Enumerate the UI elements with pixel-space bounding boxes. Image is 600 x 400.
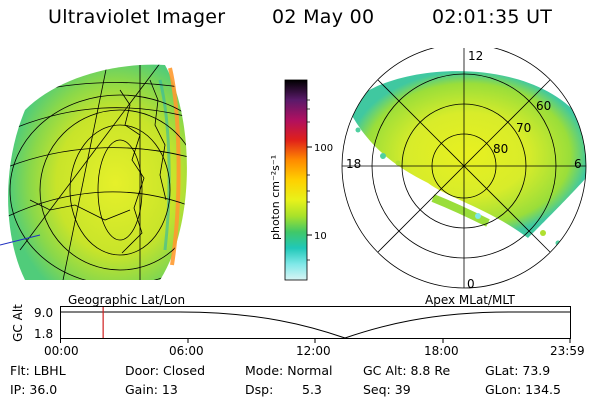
timeline-xtick-1800: 18:00 [424, 344, 459, 358]
mlt-label-12: 12 [468, 49, 483, 63]
timeline-xtick-0000: 00:00 [44, 344, 79, 358]
colorbar-tick-100: 100 [314, 143, 333, 154]
timeline-ytick-low: 1.8 [34, 327, 54, 341]
geographic-panel-label: Geographic Lat/Lon [68, 293, 186, 307]
status-gc-alt: GC Alt: 8.8 Re [363, 363, 451, 378]
polar-view: 12 18 6 0 60 70 80 [341, 48, 587, 291]
mlt-label-18: 18 [346, 157, 361, 171]
mlat-label-80: 80 [493, 142, 508, 156]
timeline-xtick-2359: 23:59 [550, 344, 585, 358]
mlat-label-70: 70 [516, 121, 531, 135]
time-label: 02:01:35 UT [432, 6, 553, 28]
status-ip: IP: 36.0 [10, 382, 58, 397]
colorbar: 100 10 photon cm⁻²s⁻¹ [269, 79, 333, 281]
status-seq: Seq: 39 [363, 382, 411, 397]
colorbar-unit-label: photon cm⁻²s⁻¹ [269, 155, 282, 240]
status-door: Door: Closed [125, 363, 206, 378]
polar-panel-label: Apex MLat/MLT [425, 293, 515, 307]
timeline-axis-label: GC Alt [11, 304, 25, 342]
instrument-title: Ultraviolet Imager [48, 6, 226, 28]
timeline-xtick-1200: 12:00 [296, 344, 331, 358]
mlat-label-60: 60 [536, 99, 551, 113]
status-glon: GLon: 134.5 [485, 382, 561, 397]
status-dsp-label: Dsp: [245, 382, 274, 397]
status-flt: Flt: LBHL [10, 363, 66, 378]
timeline-ytick-high: 9.0 [34, 306, 54, 320]
geographic-view [0, 64, 187, 280]
status-gain: Gain: 13 [125, 382, 178, 397]
mlt-label-6: 6 [574, 157, 582, 171]
status-glat: GLat: 73.9 [485, 363, 551, 378]
timeline-xtick-0600: 06:00 [169, 344, 204, 358]
timeline-plot [60, 306, 571, 343]
mlt-label-0: 0 [467, 277, 475, 291]
status-dsp-value: 5.3 [302, 382, 322, 397]
date-label: 02 May 00 [272, 6, 375, 28]
status-mode: Mode: Normal [245, 363, 333, 378]
colorbar-tick-10: 10 [314, 231, 327, 242]
